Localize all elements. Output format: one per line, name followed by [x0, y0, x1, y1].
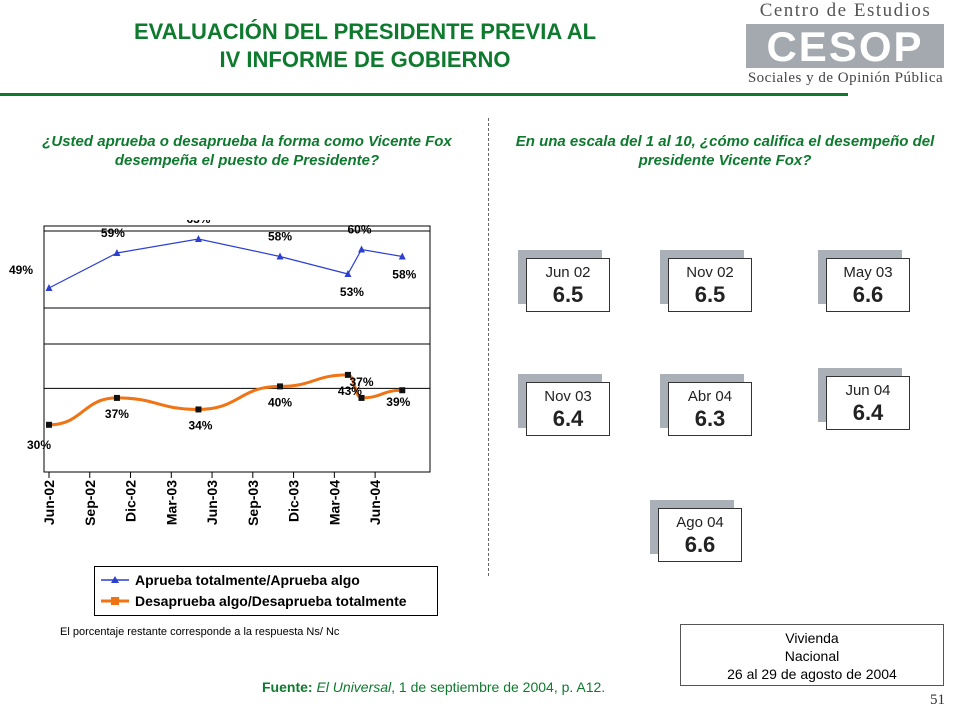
disapprove-data-label: 37%: [105, 407, 129, 421]
disapprove-marker: [113, 394, 120, 401]
approve-marker: [113, 249, 121, 256]
approve-data-label: 59%: [101, 226, 125, 240]
disapprove-marker: [399, 387, 406, 394]
logo-top-text: Centro de Estudios: [759, 0, 932, 21]
approve-data-label: 49%: [9, 263, 33, 277]
chart-note: El porcentaje restante corresponde a la …: [60, 626, 340, 638]
legend-item-disapprove: Desaprueba algo/Desaprueba totalmente: [101, 591, 407, 611]
x-tick-label: Sep-02: [82, 480, 98, 526]
rating-period: Nov 03: [544, 388, 592, 405]
rating-value: 6.4: [552, 406, 584, 431]
page-title: EVALUACIÓN DEL PRESIDENTE PREVIA AL IV I…: [70, 18, 660, 74]
logo-mark: CESOP: [746, 23, 944, 70]
cesop-logo: Centro de Estudios CESOP Sociales y de O…: [738, 0, 953, 92]
x-tick-label: Dic-02: [123, 480, 139, 522]
rating-card: Nov 03 6.4: [526, 382, 610, 436]
x-tick-label: Mar-03: [163, 480, 179, 525]
plot-frame: [43, 225, 431, 473]
approve-marker: [45, 284, 53, 291]
rating-value: 6.6: [852, 282, 884, 307]
approval-line-chart: Jun-02 Sep-02 Dic-02 Mar-03 Jun-03 Sep-03 Dic-…: [9, 220, 431, 526]
rating-card: Nov 02 6.5: [668, 258, 752, 312]
survey-info-line-2: Nacional: [784, 648, 840, 664]
source-rest: , 1 de septiembre de 2004, p. A12.: [391, 679, 606, 695]
disapprove-marker: [358, 394, 365, 401]
rating-period: Nov 02: [686, 264, 734, 281]
x-tick-label: Jun-02: [41, 480, 57, 525]
approve-marker: [398, 252, 406, 260]
approve-marker: [358, 245, 366, 253]
rating-value: 6.3: [694, 406, 726, 431]
approve-data-label: 58%: [268, 230, 292, 244]
rating-period: Jun 02: [545, 264, 591, 281]
disapprove-marker: [195, 406, 202, 413]
right-question: En una escala del 1 al 10, ¿cómo calific…: [515, 133, 935, 169]
rating-value: 6.5: [552, 282, 584, 307]
approve-data-label: 60%: [348, 223, 372, 237]
approve-marker: [194, 235, 202, 242]
rating-card: Jun 04 6.4: [826, 376, 910, 430]
disapprove-data-label: 34%: [188, 418, 212, 432]
rating-period: Jun 04: [845, 382, 891, 399]
legend-swatch-approve: [101, 576, 129, 583]
survey-info-line-1: Vivienda: [785, 630, 839, 646]
disapprove-marker: [276, 383, 283, 390]
legend-swatch-disapprove: [101, 597, 129, 605]
survey-info-line-3: 26 al 29 de agosto de 2004: [727, 666, 897, 682]
title-line-1: EVALUACIÓN DEL PRESIDENTE PREVIA AL: [133, 19, 597, 44]
disapprove-marker: [344, 371, 351, 378]
logo-mark-text: CESOP: [766, 23, 923, 70]
rating-period: May 03: [843, 264, 893, 281]
approve-data-label: 53%: [340, 285, 364, 299]
title-line-2: IV INFORME DE GOBIERNO: [219, 47, 511, 72]
x-tick-label: Dic-03: [286, 480, 302, 522]
rating-value: 6.5: [694, 282, 726, 307]
rating-value: 6.4: [852, 400, 884, 425]
source-name: El Universal: [316, 679, 392, 695]
source-line: Fuente: El Universal, 1 de septiembre de…: [262, 679, 605, 695]
disapprove-data-label: 30%: [27, 438, 51, 452]
rating-card: Abr 04 6.3: [668, 382, 752, 436]
approve-marker: [344, 270, 352, 277]
source-label: Fuente:: [262, 679, 313, 695]
rating-card: Jun 02 6.5: [526, 258, 610, 312]
x-tick-label: Mar-04: [326, 480, 342, 525]
page-number: 51: [930, 692, 945, 708]
logo-bottom-text: Sociales y de Opinión Pública: [747, 70, 944, 86]
legend-item-approve: Aprueba totalmente/Aprueba algo: [101, 570, 360, 590]
disapprove-data-label: 39%: [386, 395, 410, 409]
approve-data-label: 58%: [392, 268, 416, 282]
left-question: ¿Usted aprueba o desaprueba la forma com…: [42, 133, 452, 169]
x-tick-label: Jun-04: [367, 480, 383, 525]
x-tick-label: Sep-03: [245, 480, 261, 526]
rating-card: May 03 6.6: [826, 258, 910, 312]
chart-legend: Aprueba totalmente/Aprueba algo Desaprue…: [94, 566, 438, 616]
disapprove-data-label: 37%: [350, 375, 374, 389]
survey-info-box: Vivienda Nacional 26 al 29 de agosto de …: [680, 624, 944, 686]
disapprove-marker: [46, 421, 52, 428]
legend-label-disapprove: Desaprueba algo/Desaprueba totalmente: [135, 593, 407, 609]
rating-value: 6.6: [684, 532, 716, 557]
disapprove-data-label: 40%: [268, 395, 292, 409]
approve-marker: [276, 252, 284, 260]
legend-label-approve: Aprueba totalmente/Aprueba algo: [135, 572, 360, 588]
rating-card: Ago 04 6.6: [658, 508, 742, 562]
rating-period: Ago 04: [676, 514, 724, 531]
header-rule: [0, 93, 848, 96]
approve-data-label: 63%: [186, 220, 210, 226]
x-tick-label: Jun-03: [204, 480, 220, 525]
disapprove-data-label: 43%: [338, 384, 362, 398]
approve-line: [48, 238, 403, 289]
rating-period: Abr 04: [687, 388, 733, 405]
column-divider: [488, 118, 489, 576]
